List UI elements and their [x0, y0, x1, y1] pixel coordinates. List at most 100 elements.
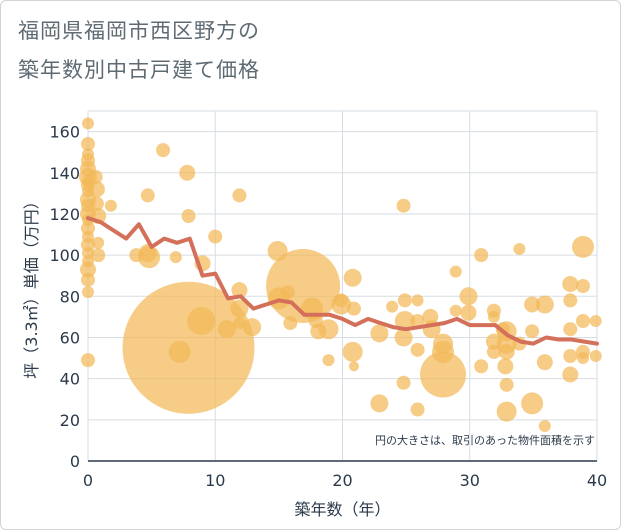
axis-tick-labels: 0 20 40 60 80 100 120 140 160 0 10 20 30 40: [49, 123, 607, 490]
data-bubble: [538, 420, 551, 432]
data-bubble: [81, 136, 95, 151]
data-bubble: [563, 349, 578, 363]
data-bubble: [576, 279, 591, 293]
chart-title-line2: 築年数別中古戸建て価格: [18, 58, 260, 82]
data-bubble: [524, 296, 541, 313]
x-tick-label: 30: [460, 471, 480, 490]
data-bubble: [370, 324, 389, 343]
data-bubble: [449, 304, 462, 317]
data-bubble: [572, 235, 595, 258]
data-bubble: [82, 247, 94, 260]
data-bubble: [81, 272, 95, 287]
data-bubble: [460, 304, 477, 321]
data-bubble: [88, 181, 105, 198]
x-tick-label: 10: [205, 471, 225, 490]
data-bubble: [386, 300, 399, 313]
y-tick-label: 100: [49, 246, 80, 265]
data-bubble: [231, 282, 248, 299]
data-bubble: [80, 261, 96, 278]
data-bubble: [331, 294, 352, 315]
data-bubble: [179, 164, 196, 181]
data-bubble: [589, 315, 602, 327]
data-bubble: [496, 401, 517, 422]
data-bubble: [576, 314, 591, 328]
data-bubble: [140, 188, 155, 203]
data-bubble: [370, 394, 389, 413]
data-bubble: [411, 294, 424, 307]
data-bubble: [138, 246, 161, 269]
y-tick-label: 140: [49, 164, 80, 183]
data-bubble: [499, 377, 514, 392]
data-bubble: [181, 209, 196, 223]
data-bubble: [420, 351, 467, 398]
data-bubble: [156, 143, 171, 158]
data-bubble: [348, 361, 359, 372]
bubble-size-note: 円の大きさは、取引のあった物件面積を示す: [375, 433, 595, 447]
data-bubble: [122, 281, 255, 414]
y-tick-label: 20: [60, 411, 80, 430]
data-bubble: [89, 196, 104, 211]
data-bubble: [217, 320, 236, 339]
data-bubble: [322, 354, 335, 367]
data-bubble: [88, 169, 103, 184]
x-axis-label: 築年数（年）: [294, 500, 390, 519]
data-bubble: [410, 314, 425, 328]
bubble-layer: [79, 117, 602, 432]
data-bubble: [104, 199, 117, 212]
data-bubble: [396, 198, 411, 213]
y-tick-label: 60: [60, 328, 80, 347]
x-tick-label: 0: [83, 471, 93, 490]
chart-title-line1: 福岡県福岡市西区野方の: [18, 19, 260, 43]
data-bubble: [487, 310, 500, 323]
data-bubble: [410, 402, 425, 417]
data-bubble: [525, 324, 540, 339]
data-bubble: [498, 343, 515, 360]
data-bubble: [563, 322, 578, 337]
data-bubble: [474, 248, 489, 263]
data-bubble: [187, 307, 216, 335]
data-bubble: [536, 354, 553, 371]
data-bubble: [343, 268, 362, 287]
y-tick-label: 40: [60, 370, 80, 389]
y-tick-label: 0: [70, 452, 80, 471]
data-bubble: [91, 248, 106, 263]
data-bubble: [243, 318, 262, 337]
data-bubble: [394, 328, 413, 347]
data-bubble: [346, 301, 361, 316]
data-bubble: [208, 229, 223, 244]
y-tick-label: 80: [60, 287, 80, 306]
data-bubble: [232, 188, 247, 203]
data-bubble: [82, 286, 94, 299]
trend-line: [86, 216, 599, 346]
data-bubble: [449, 265, 462, 278]
data-bubble: [230, 299, 249, 318]
data-bubble: [394, 311, 415, 331]
y-tick-label: 120: [49, 205, 80, 224]
data-bubble: [589, 350, 602, 362]
x-tick-label: 40: [587, 471, 607, 490]
data-bubble: [513, 242, 526, 255]
data-bubble: [92, 236, 105, 249]
data-bubble: [318, 319, 339, 340]
data-bubble: [562, 366, 579, 383]
data-bubble: [233, 317, 246, 330]
data-bubble: [396, 375, 411, 390]
data-bubble: [562, 275, 579, 292]
data-bubble: [521, 392, 544, 415]
data-bubble: [410, 342, 425, 357]
data-bubble: [342, 341, 363, 362]
y-axis-label: 坪（3.3㎡）単価（万円）: [22, 193, 41, 378]
data-bubble: [397, 293, 412, 308]
data-bubble: [486, 344, 501, 359]
data-bubble: [169, 251, 182, 264]
data-bubble: [563, 293, 578, 308]
data-bubble: [577, 352, 590, 365]
y-tick-label: 160: [49, 123, 80, 142]
data-bubble: [535, 295, 554, 314]
data-bubble: [497, 358, 514, 375]
data-bubble: [81, 353, 95, 368]
data-bubble: [474, 359, 489, 374]
data-bubble: [82, 117, 94, 130]
